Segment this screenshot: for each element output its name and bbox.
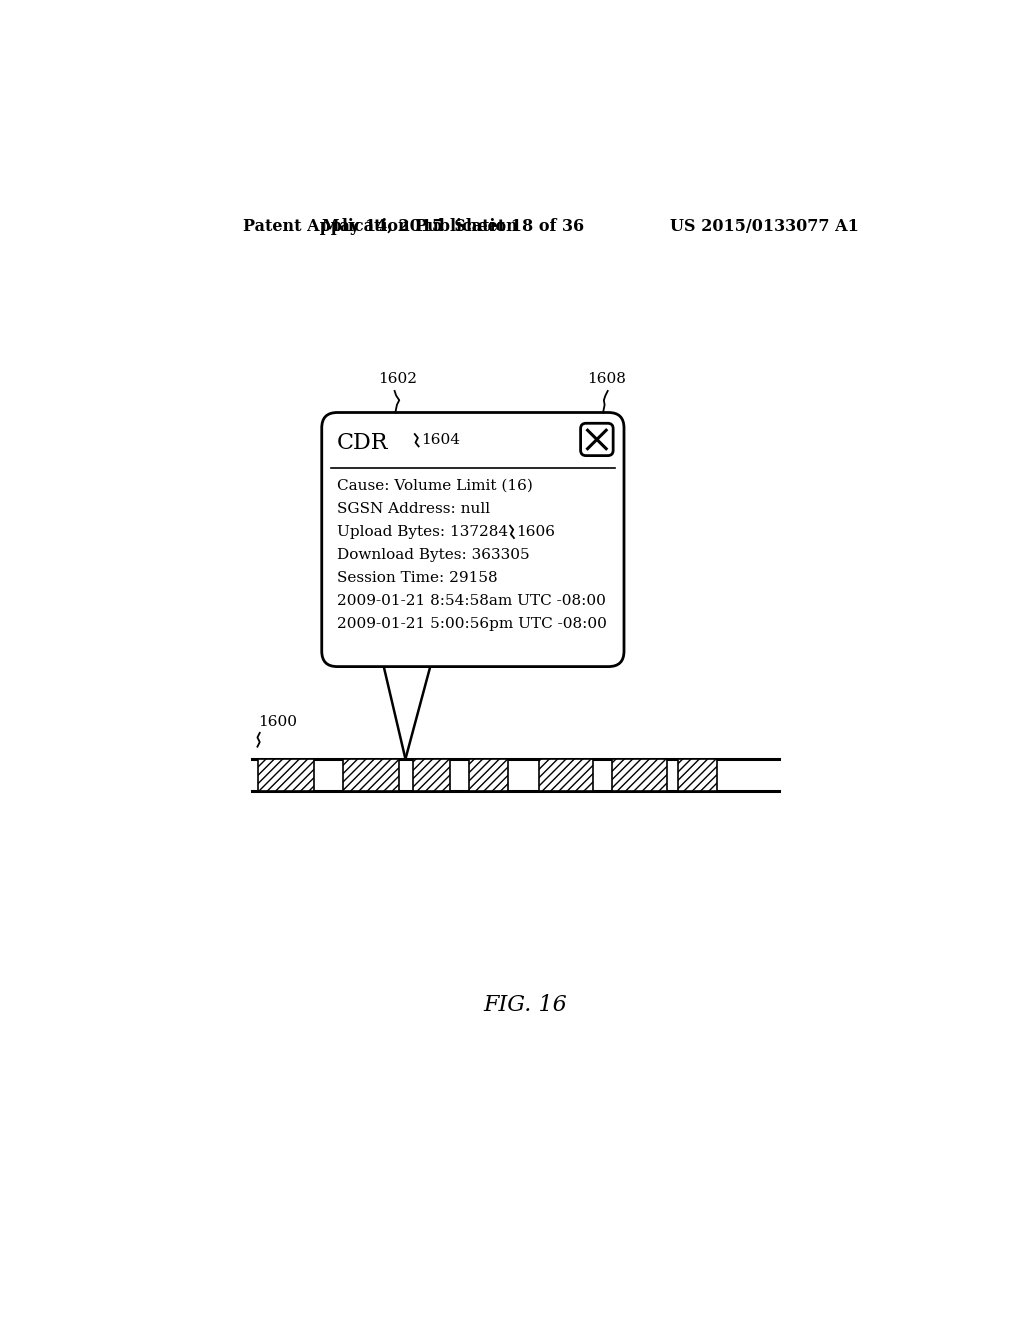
Text: 2009-01-21 5:00:56pm UTC -08:00: 2009-01-21 5:00:56pm UTC -08:00 xyxy=(337,618,607,631)
Text: 1606: 1606 xyxy=(516,525,555,539)
Text: May 14, 2015  Sheet 18 of 36: May 14, 2015 Sheet 18 of 36 xyxy=(323,218,585,235)
Text: SGSN Address: null: SGSN Address: null xyxy=(337,502,490,516)
Text: US 2015/0133077 A1: US 2015/0133077 A1 xyxy=(671,218,859,235)
Text: Upload Bytes: 137284: Upload Bytes: 137284 xyxy=(337,525,508,539)
Text: FIG. 16: FIG. 16 xyxy=(483,994,566,1016)
Text: 1602: 1602 xyxy=(378,372,417,385)
Bar xyxy=(414,759,450,792)
Polygon shape xyxy=(384,667,430,759)
Text: 1604: 1604 xyxy=(421,433,460,447)
Text: Patent Application Publication: Patent Application Publication xyxy=(243,218,517,235)
Bar xyxy=(678,759,717,792)
Text: Cause: Volume Limit (16): Cause: Volume Limit (16) xyxy=(337,479,534,492)
FancyBboxPatch shape xyxy=(581,424,613,455)
Bar xyxy=(469,759,508,792)
Bar xyxy=(258,759,314,792)
Text: Download Bytes: 363305: Download Bytes: 363305 xyxy=(337,548,529,562)
Text: 1608: 1608 xyxy=(587,372,626,385)
Text: 2009-01-21 8:54:58am UTC -08:00: 2009-01-21 8:54:58am UTC -08:00 xyxy=(337,594,606,609)
Bar xyxy=(612,759,667,792)
Text: CDR: CDR xyxy=(337,433,389,454)
Bar xyxy=(539,759,593,792)
Text: 1600: 1600 xyxy=(258,715,297,729)
Text: Session Time: 29158: Session Time: 29158 xyxy=(337,572,498,585)
FancyBboxPatch shape xyxy=(322,412,624,667)
Bar xyxy=(343,759,399,792)
